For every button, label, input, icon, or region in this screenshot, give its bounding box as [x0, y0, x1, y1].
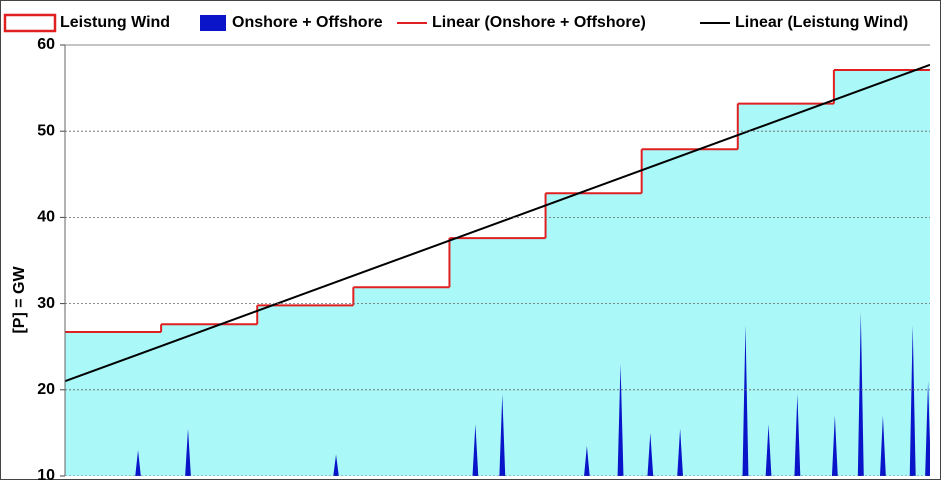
legend-swatch — [3, 13, 57, 33]
legend-swatch — [200, 15, 226, 31]
y-tick-label: 30 — [37, 295, 55, 312]
spike — [584, 445, 590, 476]
spike — [880, 415, 886, 476]
spike — [472, 424, 479, 476]
spike — [925, 381, 930, 476]
y-tick-label: 20 — [37, 381, 55, 398]
spike — [857, 312, 864, 476]
spike — [909, 325, 916, 476]
area-step — [449, 238, 547, 476]
y-tick-label: 50 — [37, 122, 55, 139]
area-step — [257, 305, 354, 476]
spike — [617, 363, 624, 476]
spike — [677, 428, 683, 476]
spike — [647, 432, 654, 476]
spike — [185, 428, 191, 476]
trend-line — [65, 63, 930, 383]
spike — [831, 415, 838, 476]
spike — [742, 325, 749, 476]
spike — [794, 394, 801, 476]
spike — [499, 394, 506, 476]
spike — [135, 450, 141, 476]
y-axis-title: [P] = GW — [11, 266, 28, 334]
spike — [333, 454, 339, 476]
y-tick-label: 10 — [37, 467, 55, 480]
area-step — [161, 324, 258, 476]
area-step — [545, 193, 643, 476]
legend-label: Leistung Wind — [60, 14, 170, 31]
spike — [765, 424, 772, 476]
plot — [65, 45, 930, 476]
area-step — [737, 103, 835, 476]
area-step — [65, 332, 162, 476]
legend-label: Linear (Leistung Wind) — [735, 14, 908, 31]
area-step — [641, 149, 739, 476]
legend-label: Onshore + Offshore — [232, 14, 383, 31]
y-tick-label: 40 — [37, 209, 55, 226]
y-tick-label: 60 — [37, 36, 55, 53]
legend-label: Linear (Onshore + Offshore) — [432, 14, 646, 31]
area-step — [353, 287, 450, 476]
